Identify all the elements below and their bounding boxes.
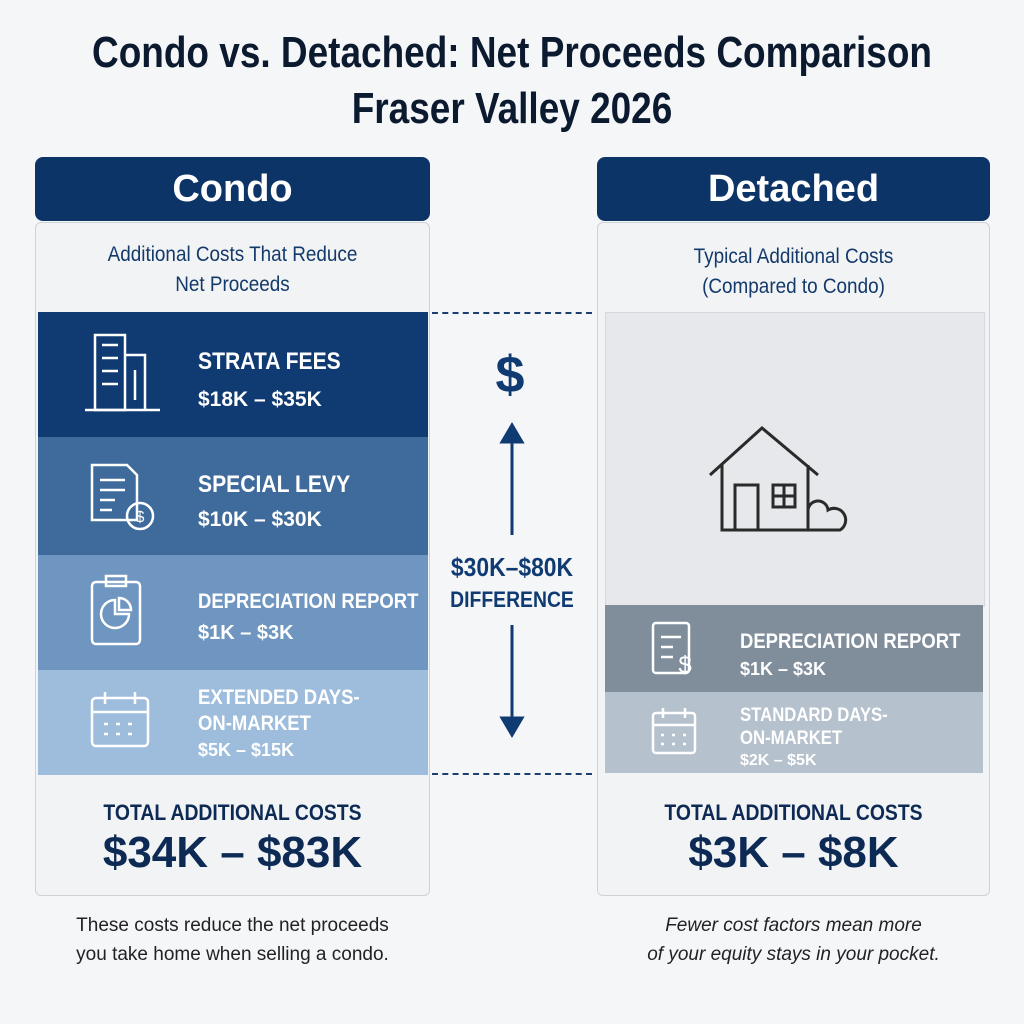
total-value: $34K – $83K bbox=[102, 828, 363, 877]
difference: DIFFERENCE bbox=[450, 587, 574, 612]
building-icon bbox=[85, 333, 160, 412]
icons: $ bbox=[651, 621, 697, 755]
cost-row bbox=[38, 437, 428, 555]
calendar-icon bbox=[90, 692, 150, 748]
cost-label: DEPRECIATION REPORT bbox=[740, 630, 961, 653]
total-label: TOTAL ADDITIONAL COSTS bbox=[103, 800, 362, 825]
report-icon bbox=[90, 574, 142, 646]
calendar-icon bbox=[651, 708, 697, 755]
subtitle: (Compared to Condo) bbox=[702, 275, 885, 298]
subtitle: Additional Costs That Reduce bbox=[107, 243, 358, 266]
title: Fraser Valley 2026 bbox=[351, 84, 673, 133]
footnote: These costs reduce the net proceeds bbox=[76, 915, 389, 936]
cost-range: $18K – $35K bbox=[198, 388, 322, 411]
detached-header: Detached bbox=[597, 157, 990, 221]
cost-label: DEPRECIATION REPORT bbox=[198, 590, 419, 613]
cost-range: $1K – $3K bbox=[198, 622, 294, 644]
svg-text:$: $ bbox=[678, 652, 691, 679]
cost-row bbox=[605, 692, 983, 773]
total-value: $3K – $8K bbox=[688, 828, 899, 877]
dollar-symbol: $ bbox=[495, 346, 525, 404]
footnote: Fewer cost factors mean more bbox=[665, 915, 922, 936]
report-icon: $ bbox=[651, 621, 692, 679]
cost-label: STRATA FEES bbox=[198, 348, 341, 375]
difference: $30K–$80K bbox=[450, 552, 574, 582]
cost-row bbox=[38, 312, 428, 437]
cost-label: ON-MARKET bbox=[740, 728, 843, 749]
condo-header: Condo bbox=[35, 157, 430, 221]
cost-row bbox=[38, 670, 428, 775]
house-box bbox=[605, 312, 985, 607]
cost-label: SPECIAL LEVY bbox=[198, 471, 351, 498]
cost-label: STANDARD DAYS- bbox=[740, 705, 888, 726]
cost-range: $10K – $30K bbox=[198, 508, 322, 531]
cost-range: $1K – $3K bbox=[740, 659, 827, 679]
document-icon: $ bbox=[90, 463, 155, 531]
cost-label: ON-MARKET bbox=[198, 712, 311, 735]
title: Condo vs. Detached: Net Proceeds Compari… bbox=[92, 28, 933, 77]
footnote: of your equity stays in your pocket. bbox=[647, 944, 940, 965]
cost-range: $5K – $15K bbox=[198, 740, 295, 760]
icons: $ bbox=[85, 333, 160, 748]
subtitle: Net Proceeds bbox=[175, 273, 290, 296]
svg-text:$: $ bbox=[136, 509, 145, 526]
dashed-line bbox=[432, 773, 592, 775]
cost-label: EXTENDED DAYS- bbox=[198, 686, 360, 709]
total-label: TOTAL ADDITIONAL COSTS bbox=[664, 800, 923, 825]
cost-row bbox=[605, 605, 983, 692]
dashed-line bbox=[432, 312, 592, 314]
footnote: you take home when selling a condo. bbox=[76, 944, 389, 965]
cost-row bbox=[38, 555, 428, 670]
arrows bbox=[499, 422, 525, 738]
subtitle: Typical Additional Costs bbox=[693, 245, 894, 268]
house-icon bbox=[708, 426, 848, 532]
cost-range: $2K – $5K bbox=[740, 752, 817, 769]
